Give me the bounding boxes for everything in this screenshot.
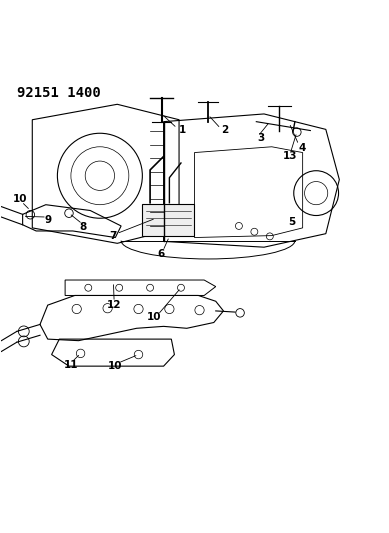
- Text: 8: 8: [80, 222, 87, 232]
- Text: 1: 1: [179, 125, 186, 135]
- Text: 6: 6: [157, 249, 164, 259]
- Text: 92151 1400: 92151 1400: [17, 86, 101, 100]
- Text: 12: 12: [107, 300, 121, 310]
- Text: 3: 3: [257, 133, 265, 143]
- Text: 10: 10: [108, 361, 123, 371]
- Text: 10: 10: [147, 312, 161, 322]
- Text: 4: 4: [298, 142, 305, 152]
- Text: 7: 7: [109, 231, 116, 241]
- Bar: [142, 204, 194, 236]
- Text: 11: 11: [64, 360, 78, 370]
- Text: 5: 5: [288, 217, 296, 227]
- Text: 10: 10: [13, 195, 27, 204]
- Text: 2: 2: [221, 125, 228, 135]
- Text: 9: 9: [44, 215, 51, 225]
- Text: 13: 13: [283, 151, 298, 161]
